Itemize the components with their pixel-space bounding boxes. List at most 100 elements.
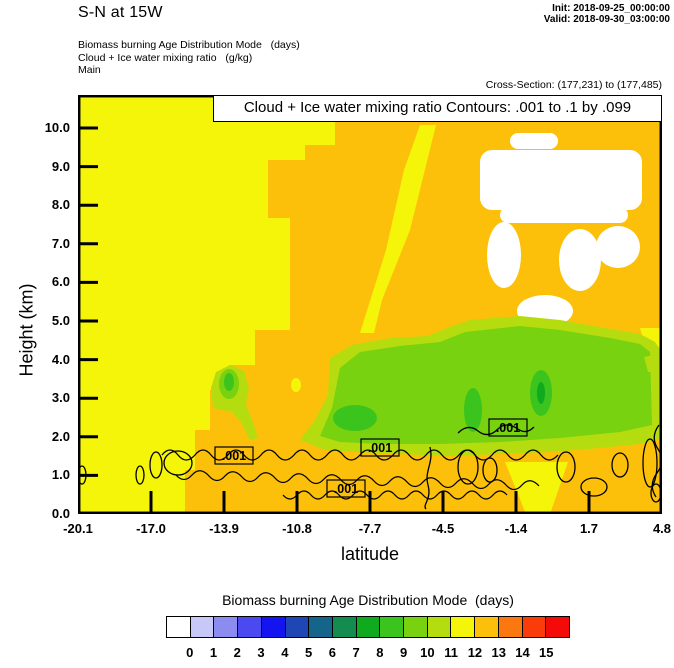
colorbar <box>166 616 570 638</box>
colorbar-cell <box>213 616 239 638</box>
y-tick-label: 10.0 <box>44 120 70 135</box>
colorbar-tick-label: 3 <box>257 645 265 660</box>
y-tick-label: 6.0 <box>51 274 70 290</box>
cross-section-map: .001 .001 .001 .001 <box>77 94 663 515</box>
x-tick-label: -20.1 <box>63 521 93 536</box>
plot-title-box: Cloud + Ice water mixing ratio Contours:… <box>213 95 662 122</box>
colorbar-tick-label: 10 <box>420 645 435 660</box>
colorbar-cell <box>545 616 570 638</box>
contour-line <box>424 446 432 510</box>
age-region-yellow-green <box>320 326 652 444</box>
page-title: S-N at 15W <box>78 4 163 21</box>
colorbar-tick-label: 1 <box>209 645 218 660</box>
colorbar-tick-label: 0 <box>186 645 194 660</box>
x-tick-label: -17.0 <box>136 521 166 536</box>
contour-loop <box>642 438 658 488</box>
contour-line <box>457 424 535 436</box>
colorbar-tick-label: 9 <box>400 645 408 660</box>
contour-label-box <box>326 479 366 498</box>
colorbar-cell <box>331 616 357 638</box>
y-tick-label: 0.0 <box>51 506 70 521</box>
field-line-contour: Cloud + Ice water mixing ratio (g/kg) <box>78 51 253 64</box>
contour-loop <box>163 450 193 476</box>
colorbar-cell <box>521 616 547 638</box>
x-tick-label: -13.9 <box>209 521 239 536</box>
colorbar-cell <box>426 616 452 638</box>
colorbar-tick-label: 5 <box>304 645 313 660</box>
colorbar-tick-label: 2 <box>233 645 241 660</box>
colorbar-tick-labels: 0 1 2 3 4 5 6 7 8 9 10 11 12 13 14 15 <box>0 645 674 661</box>
cloud-blob <box>510 133 558 149</box>
y-tick-labels: 10.0 9.0 8.0 7.0 6.0 5.0 4.0 3.0 2.0 1.0 0.0 <box>26 0 70 668</box>
contour-loop <box>457 449 479 485</box>
cloud-blob <box>500 207 628 223</box>
colorbar-cell <box>166 616 191 638</box>
contour-label: .001 <box>496 421 520 435</box>
colorbar-tick-label: 15 <box>539 645 554 660</box>
colorbar-cell <box>237 616 262 638</box>
colorbar-cell <box>474 616 499 638</box>
colorbar-cell <box>355 616 381 638</box>
colorbar-cell <box>403 616 428 638</box>
contour-label-texts: .001 .001 .001 .001 <box>222 421 520 496</box>
contour-loop <box>482 457 498 483</box>
contour-loop <box>135 465 145 485</box>
colorbar-tick-label: 6 <box>328 645 336 660</box>
contour-loop <box>149 451 163 479</box>
colorbar-cell <box>497 616 523 638</box>
colorbar-cell <box>284 616 310 638</box>
contour-label: .001 <box>368 441 392 455</box>
x-tick-labels: -20.1 -17.0 -13.9 -10.8 -7.7 -4.5 -1.4 1.7 4.8 <box>0 521 674 537</box>
colorbar-cell <box>189 616 215 638</box>
contour-label-box <box>488 418 528 437</box>
colorbar-tick-label: 13 <box>491 645 506 660</box>
contour-label-boxes <box>214 418 528 498</box>
field-line-domain: Main <box>78 64 101 76</box>
contour-label-box <box>360 438 400 457</box>
x-tick-label: -1.4 <box>504 521 528 536</box>
axis-ticks <box>78 126 591 514</box>
age-region-chartreuse-right <box>644 353 662 372</box>
contour-line <box>161 449 559 461</box>
x-tick-label: -10.8 <box>282 521 312 536</box>
y-tick-label: 3.0 <box>51 390 70 406</box>
cloud-blob <box>559 229 601 291</box>
green-core <box>464 388 482 432</box>
contour-line <box>282 490 508 500</box>
cloud-white-blobs <box>480 133 642 327</box>
cloud-blob <box>596 226 640 268</box>
x-tick-label: 4.8 <box>652 521 672 536</box>
cloud-blob <box>480 150 642 210</box>
colorbar-tick-label: 12 <box>467 645 483 660</box>
init-time-label: Init: 2018-09-25_00:00:00 <box>552 3 670 14</box>
age-region-green-cores <box>333 370 552 432</box>
green-core <box>333 405 377 431</box>
cloud-blob <box>487 222 521 288</box>
y-tick-label: 8.0 <box>51 197 70 213</box>
contour-label: .001 <box>334 482 358 496</box>
legend-title: Biomass burning Age Distribution Mode (d… <box>222 592 514 608</box>
x-tick-label: -4.5 <box>431 521 455 536</box>
field-line-fill: Biomass burning Age Distribution Mode (d… <box>78 39 300 51</box>
valid-time-label: Valid: 2018-09-30_03:00:00 <box>543 14 670 25</box>
colorbar-cell <box>379 616 405 638</box>
age-region-yellow-streak <box>360 125 436 333</box>
colorbar-cell <box>308 616 333 638</box>
colorbar-cell <box>450 616 476 638</box>
colorbar-cell <box>260 616 286 638</box>
y-tick-label: 2.0 <box>51 428 70 444</box>
x-tick-label: -7.7 <box>358 521 382 536</box>
y-tick-label: 9.0 <box>51 158 70 174</box>
age-plume-green <box>224 373 234 391</box>
y-tick-label: 7.0 <box>51 235 70 251</box>
x-tick-label: 1.7 <box>579 521 599 536</box>
age-region-yellow-dot <box>291 378 301 392</box>
colorbar-tick-label: 4 <box>281 645 289 660</box>
contour-label: .001 <box>222 449 246 463</box>
x-axis-label: latitude <box>340 544 400 564</box>
colorbar-tick-label: 8 <box>376 645 384 660</box>
field-list: Biomass burning Age Distribution Mode (d… <box>78 39 300 77</box>
colorbar-tick-label: 14 <box>515 645 530 660</box>
plot-area: .001 .001 .001 .001 <box>77 94 663 515</box>
